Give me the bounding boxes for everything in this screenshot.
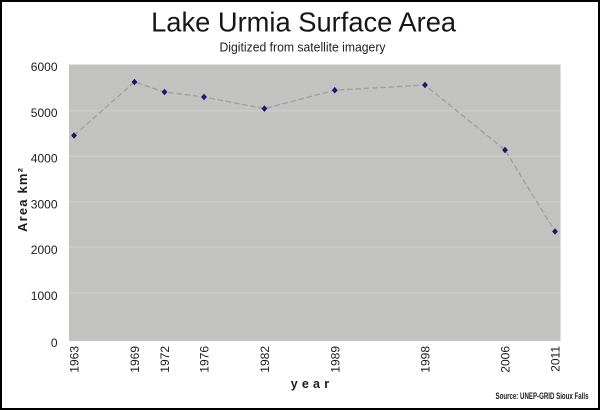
svg-text:1972: 1972 — [158, 346, 172, 373]
svg-text:Lake Urmia Surface Area: Lake Urmia Surface Area — [151, 7, 456, 38]
svg-text:1989: 1989 — [328, 346, 342, 373]
svg-text:0: 0 — [51, 336, 58, 350]
svg-text:1969: 1969 — [128, 346, 142, 373]
svg-text:4000: 4000 — [31, 152, 58, 166]
svg-text:2011: 2011 — [549, 346, 563, 372]
svg-text:2000: 2000 — [31, 243, 58, 257]
svg-text:1998: 1998 — [419, 346, 433, 373]
svg-text:1000: 1000 — [31, 289, 58, 303]
svg-text:2006: 2006 — [499, 346, 513, 373]
svg-text:year: year — [291, 377, 334, 391]
svg-text:3000: 3000 — [31, 197, 58, 211]
svg-text:1982: 1982 — [258, 346, 272, 373]
svg-text:6000: 6000 — [31, 60, 58, 74]
svg-text:Digitized from satellite image: Digitized from satellite imagery — [220, 40, 386, 55]
svg-text:Area km²: Area km² — [15, 167, 30, 232]
svg-text:Source: UNEP-GRID Sioux Falls: Source: UNEP-GRID Sioux Falls — [496, 391, 589, 402]
svg-text:1976: 1976 — [198, 346, 212, 373]
svg-text:5000: 5000 — [31, 106, 58, 120]
svg-text:1963: 1963 — [68, 346, 82, 373]
